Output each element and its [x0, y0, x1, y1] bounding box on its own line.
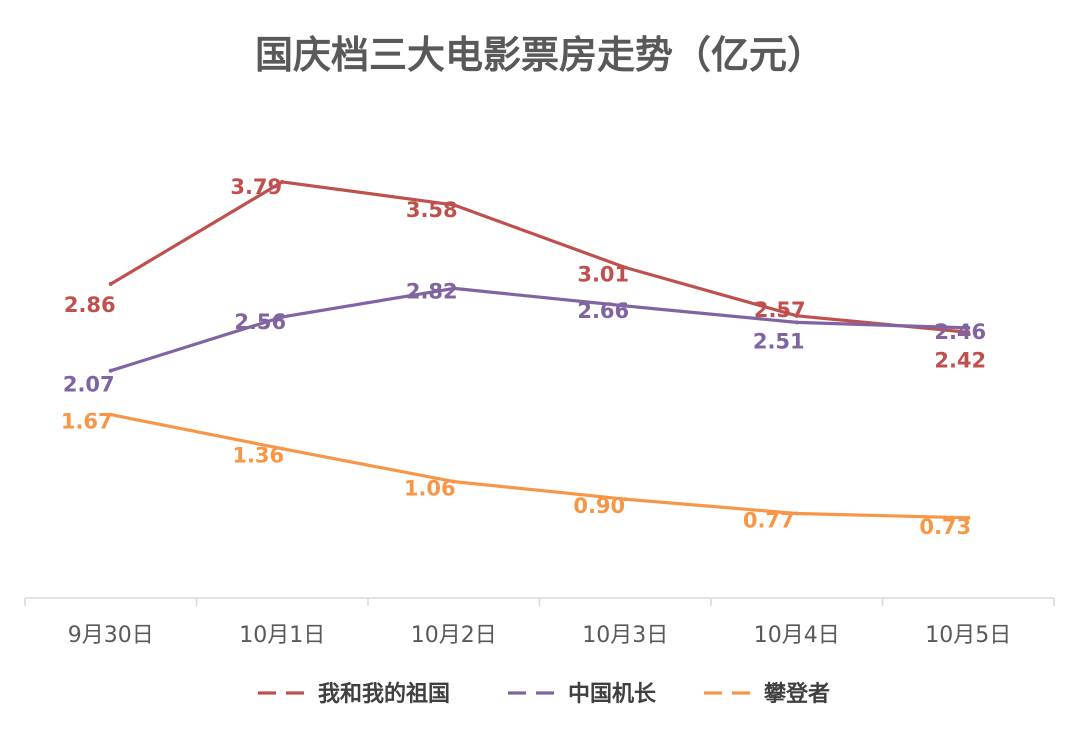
data-label: 2.56	[234, 310, 286, 334]
data-label: 0.90	[573, 494, 625, 518]
data-label: 1.67	[61, 410, 113, 434]
data-point	[280, 446, 285, 451]
legend: 我和我的祖国 中国机长 攀登者	[258, 681, 830, 707]
data-label: 3.79	[230, 175, 282, 199]
data-label: 2.57	[754, 298, 806, 322]
series-line-2	[109, 286, 970, 373]
x-tick-label: 10月5日	[925, 623, 1011, 648]
series-line-1	[109, 180, 970, 334]
data-label: 1.36	[232, 444, 284, 468]
data-point	[451, 479, 456, 484]
chart-title: 国庆档三大电影票房走势（亿元）	[255, 33, 825, 77]
data-label: 2.82	[406, 279, 458, 303]
data-point	[966, 325, 971, 330]
data-point	[451, 286, 456, 291]
data-point	[623, 265, 628, 270]
data-point	[623, 303, 628, 308]
data-label: 2.51	[753, 329, 805, 353]
data-point	[280, 179, 285, 184]
data-point	[280, 314, 285, 319]
data-label: 2.66	[577, 299, 629, 323]
data-label: 0.77	[743, 508, 795, 532]
data-point	[794, 313, 799, 318]
legend-label: 我和我的祖国	[318, 681, 450, 707]
data-label: 3.58	[406, 198, 458, 222]
series-lines	[108, 179, 971, 520]
data-point	[623, 497, 628, 502]
data-point	[794, 511, 799, 516]
data-point	[966, 515, 971, 520]
data-point	[108, 281, 113, 286]
data-point	[108, 412, 113, 417]
x-tick-label: 10月2日	[411, 623, 497, 648]
data-label: 0.73	[919, 515, 971, 539]
x-axis: 9月30日 10月1日 10月2日 10月3日 10月4日 10月5日	[24, 597, 1055, 648]
x-tick-label: 10月3日	[582, 623, 668, 648]
data-point	[451, 202, 456, 207]
data-labels: 2.86 3.79 3.58 3.01 2.57 2.42 2.07 2.56 2.82 2.66…	[61, 175, 986, 539]
x-tick-label: 9月30日	[68, 623, 154, 648]
data-label: 1.06	[404, 477, 456, 501]
data-label: 2.07	[63, 373, 115, 397]
data-label: 2.46	[934, 320, 986, 344]
data-point	[108, 368, 113, 373]
x-tick-label: 10月4日	[754, 623, 840, 648]
data-label: 2.42	[934, 348, 986, 372]
legend-label: 中国机长	[568, 682, 657, 707]
legend-label: 攀登者	[763, 682, 830, 707]
data-point	[794, 320, 799, 325]
series-line-3	[109, 413, 970, 520]
data-label: 3.01	[577, 263, 629, 287]
data-point	[966, 330, 971, 335]
x-tick-label: 10月1日	[239, 623, 325, 648]
data-label: 2.86	[64, 293, 116, 317]
